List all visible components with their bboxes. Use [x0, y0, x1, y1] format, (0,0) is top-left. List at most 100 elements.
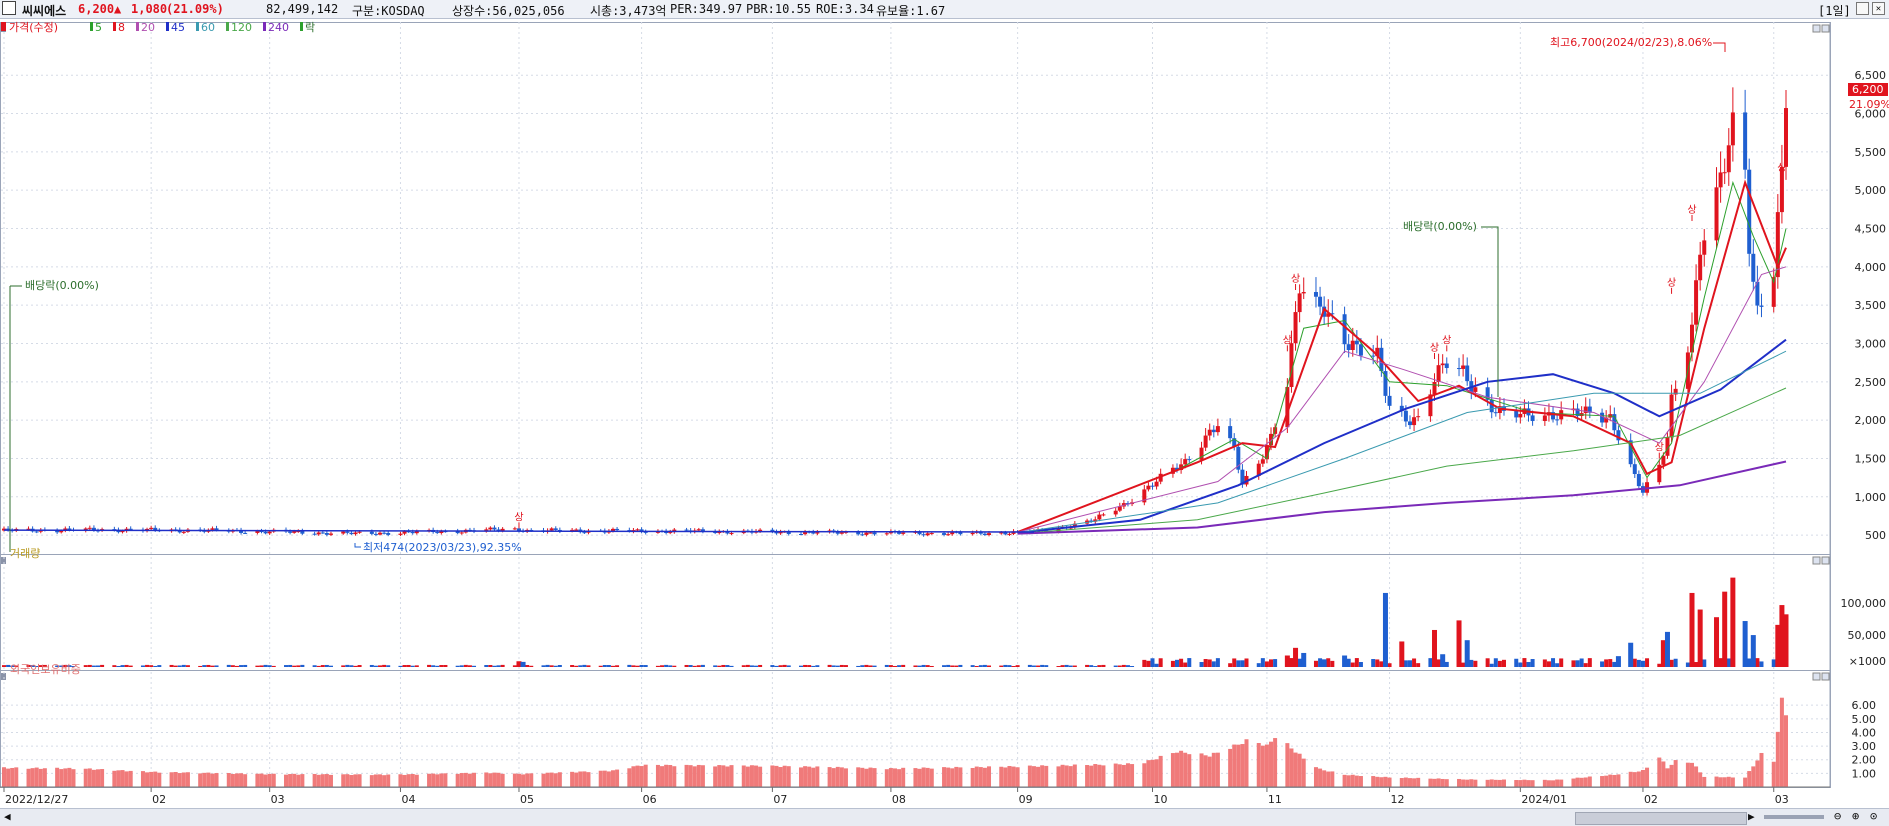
foreign-ratio-bar [455, 773, 460, 787]
x-tick-label: 02 [1644, 793, 1658, 806]
zoom-out-icon[interactable]: ⊖ [1834, 809, 1842, 823]
volume-bar [1522, 658, 1527, 667]
volume-bar [120, 665, 125, 667]
candle [582, 532, 587, 534]
volume-bar [1473, 660, 1478, 667]
volume-bar [1771, 659, 1776, 667]
volume-bar [713, 665, 718, 667]
candle [67, 528, 72, 530]
volume-bar [1612, 661, 1617, 667]
volume-bar [1759, 661, 1764, 667]
candle [1318, 296, 1323, 307]
restore-button[interactable] [1856, 2, 1869, 15]
volume-bar [557, 665, 562, 667]
volume-bar [1575, 660, 1580, 667]
volume-bar [185, 665, 190, 667]
volume-bar [815, 665, 820, 667]
foreign-ratio-bar [1293, 752, 1298, 787]
volume-bar [786, 665, 791, 667]
volume-bar [1244, 658, 1249, 667]
scroll-right-icon[interactable]: ▶ [1748, 810, 1755, 823]
volume-bar [439, 665, 444, 667]
candle [982, 533, 987, 535]
min-leader [354, 543, 361, 548]
volume-bar [1289, 658, 1294, 667]
volume-bar [643, 665, 648, 667]
foreign-y-tick-label: 2.00 [1852, 754, 1877, 767]
candle [950, 531, 955, 535]
candle [91, 527, 96, 531]
candle [345, 531, 350, 533]
volume-bar [6, 664, 11, 667]
candle [410, 531, 415, 534]
foreign-ratio-bar [1457, 778, 1462, 787]
foreign-ratio-bar [884, 769, 889, 787]
volume-bar [214, 665, 219, 667]
volume-bar [688, 665, 693, 667]
volume-bar [239, 665, 244, 667]
close-button[interactable]: ✕ [1872, 2, 1885, 15]
candle [999, 532, 1004, 534]
foreign-ratio-bar [872, 768, 877, 787]
foreign-ratio-bar [860, 767, 865, 787]
panel-menu-icon-1 [1, 557, 6, 564]
candle [1551, 412, 1556, 420]
candle [2, 528, 6, 531]
volume-bar [541, 665, 546, 667]
volume-bar [1526, 662, 1531, 667]
foreign-ratio-bar [1179, 750, 1184, 787]
candle [1346, 344, 1351, 350]
foreign-ratio-bar [1093, 764, 1098, 787]
foreign-ratio-bar [1661, 761, 1666, 787]
foreign-ratio-bar [713, 766, 718, 787]
foreign-ratio-bar [1542, 779, 1547, 787]
dividend-leader-2 [1481, 226, 1499, 397]
foreign-ratio-bar [999, 766, 1004, 787]
zoom-reset-icon[interactable]: ⊙ [1870, 809, 1878, 823]
candle [1457, 368, 1462, 370]
volume-bar [500, 664, 505, 667]
chart-area[interactable]: 500 1,000 1,500 2,000 2,500 3,000 3,500 4,000 4,… [0, 19, 1889, 808]
volume-bar [357, 665, 362, 667]
price-change: 1,080 [131, 2, 168, 16]
volume-bar [492, 665, 497, 667]
foreign-ratio-bar [529, 773, 534, 787]
candle [1154, 481, 1159, 487]
zoom-in-icon[interactable]: ⊕ [1852, 809, 1860, 823]
window-icon[interactable] [2, 1, 16, 15]
foreign-ratio-bar [1530, 780, 1535, 787]
foreign-ratio-bar [1632, 772, 1637, 787]
volume-bar [1461, 662, 1466, 667]
volume-bar [839, 664, 844, 667]
foreign-ratio-bar [1399, 778, 1404, 787]
volume-bar [100, 664, 105, 667]
volume-bar [1403, 660, 1408, 667]
scroll-thumb[interactable] [1575, 812, 1747, 825]
foreign-ratio-bar [145, 772, 150, 787]
volume-bar [1187, 658, 1192, 667]
foreign-ratio-bar [1375, 776, 1380, 787]
foreign-ratio-bar [30, 768, 35, 787]
scroll-left-icon[interactable]: ◀ [4, 810, 11, 823]
volume-bar [520, 661, 526, 667]
volume-bar [1501, 659, 1506, 667]
candle [1354, 340, 1359, 345]
x-tick-label: 12 [1391, 793, 1405, 806]
volume-bar [1428, 658, 1433, 667]
candle [786, 531, 791, 534]
period-selector[interactable]: [1일] [1818, 4, 1851, 18]
zoom-slider[interactable] [1764, 815, 1824, 819]
candle [239, 530, 244, 533]
volume-bar [149, 665, 154, 667]
volume-bar [578, 665, 583, 667]
foreign-ratio-bar [1714, 776, 1719, 787]
foreign-ratio-bar [1469, 779, 1474, 787]
volume-bar [1326, 658, 1331, 667]
x-tick-label: 09 [1019, 793, 1033, 806]
candle [668, 532, 673, 534]
volume-bar [349, 665, 354, 667]
foreign-ratio-bar [341, 774, 346, 787]
scroll-bar[interactable]: ◀ ▶ ⊖ ⊕ ⊙ [0, 808, 1889, 826]
volume-bar [1358, 662, 1363, 667]
volume-bar [1600, 661, 1605, 667]
